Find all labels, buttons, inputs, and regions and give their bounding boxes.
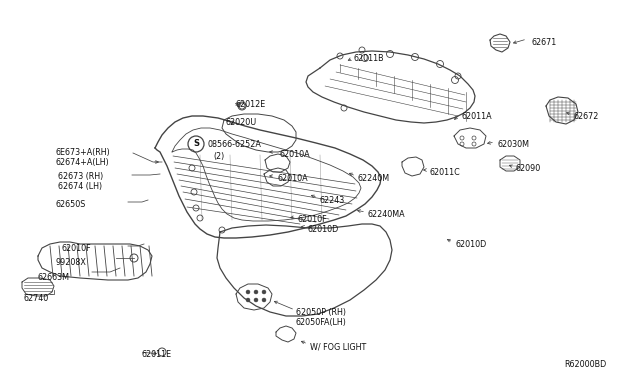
Text: 62010A: 62010A — [280, 150, 310, 159]
Text: 62671: 62671 — [532, 38, 557, 47]
Text: S: S — [193, 140, 199, 148]
Text: 62050P (RH): 62050P (RH) — [296, 308, 346, 317]
Text: 08566-6252A: 08566-6252A — [207, 140, 261, 149]
Text: (2): (2) — [213, 152, 224, 161]
Circle shape — [262, 298, 266, 302]
Text: 62020U: 62020U — [226, 118, 257, 127]
Text: 62050FA(LH): 62050FA(LH) — [296, 318, 347, 327]
Text: R62000BD: R62000BD — [564, 360, 606, 369]
Text: 62010F: 62010F — [62, 244, 92, 253]
Circle shape — [246, 290, 250, 294]
Text: 62010A: 62010A — [277, 174, 308, 183]
Text: 6E673+A(RH): 6E673+A(RH) — [56, 148, 111, 157]
Text: 62010D: 62010D — [307, 225, 339, 234]
Text: 62674+A(LH): 62674+A(LH) — [56, 158, 109, 167]
Text: 62010D: 62010D — [456, 240, 487, 249]
Text: 62011E: 62011E — [142, 350, 172, 359]
Text: 62010F: 62010F — [298, 215, 328, 224]
Text: 62030M: 62030M — [497, 140, 529, 149]
Text: 62650S: 62650S — [56, 200, 86, 209]
Text: 62740: 62740 — [24, 294, 49, 303]
Text: 62011B: 62011B — [354, 54, 385, 63]
Text: 99208X: 99208X — [56, 258, 87, 267]
Text: 62673 (RH): 62673 (RH) — [58, 172, 103, 181]
Text: 62243: 62243 — [320, 196, 345, 205]
Circle shape — [262, 290, 266, 294]
Circle shape — [246, 298, 250, 302]
Text: 62663M: 62663M — [38, 273, 70, 282]
Text: 62090: 62090 — [516, 164, 541, 173]
Circle shape — [254, 298, 258, 302]
Text: 62674 (LH): 62674 (LH) — [58, 182, 102, 191]
Text: 62012E: 62012E — [235, 100, 265, 109]
Text: 62240MA: 62240MA — [368, 210, 406, 219]
Text: 62240M: 62240M — [358, 174, 390, 183]
Text: 62011A: 62011A — [462, 112, 493, 121]
Text: 62011C: 62011C — [430, 168, 461, 177]
Text: W/ FOG LIGHT: W/ FOG LIGHT — [310, 342, 366, 351]
Circle shape — [254, 290, 258, 294]
Text: 62672: 62672 — [574, 112, 600, 121]
